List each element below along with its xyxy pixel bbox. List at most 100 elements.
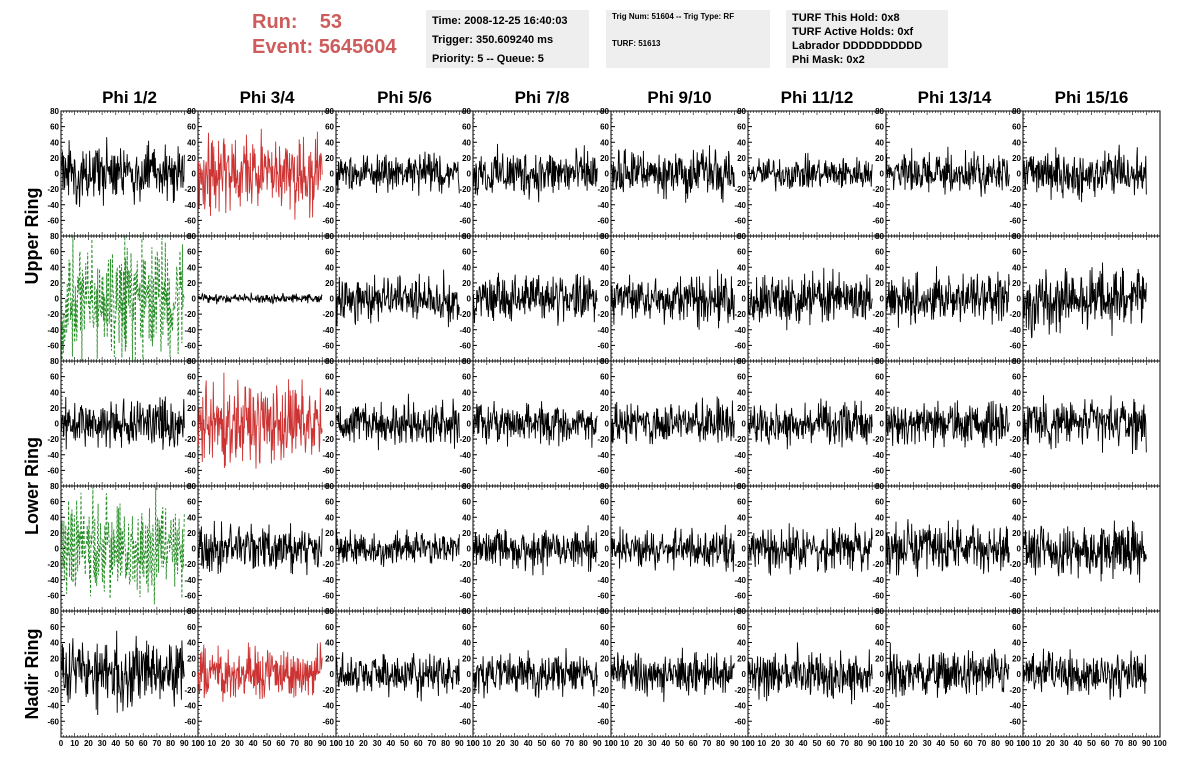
y-tick-label: 60 <box>600 248 609 257</box>
y-tick-label: 20 <box>325 404 334 413</box>
y-tick-label: 20 <box>50 654 59 663</box>
y-tick-label: 80 <box>462 232 471 241</box>
y-tick-label: -60 <box>872 216 884 225</box>
y-tick-label: 20 <box>875 529 884 538</box>
y-tick-label: -20 <box>872 560 884 569</box>
y-tick-label: 40 <box>50 138 59 147</box>
y-tick-label: -60 <box>734 216 746 225</box>
y-tick-label: -20 <box>47 185 59 194</box>
y-tick-label: -40 <box>734 576 746 585</box>
y-tick-label: 60 <box>187 248 196 257</box>
y-tick-label: 20 <box>187 279 196 288</box>
y-tick-label: -60 <box>184 216 196 225</box>
y-tick-label: 40 <box>1012 138 1021 147</box>
y-tick-label: 20 <box>187 154 196 163</box>
y-tick-label: 80 <box>1012 482 1021 491</box>
y-tick-label: -60 <box>872 591 884 600</box>
y-tick-label: 0 <box>742 545 747 554</box>
y-tick-label: 0 <box>742 420 747 429</box>
y-tick-label: -40 <box>597 576 609 585</box>
waveform-trace-normal <box>472 525 598 576</box>
y-tick-label: 40 <box>1012 388 1021 397</box>
y-tick-label: 60 <box>462 373 471 382</box>
waveform-trace-normal <box>747 522 873 576</box>
waveform-trace-normal <box>472 400 598 448</box>
phi-label-3: Phi 5/6 <box>377 88 432 107</box>
y-tick-label: 40 <box>737 138 746 147</box>
y-tick-label: -20 <box>459 185 471 194</box>
phi-label-8: Phi 15/16 <box>1055 88 1129 107</box>
y-tick-label: 40 <box>325 388 334 397</box>
y-tick-label: -40 <box>1009 201 1021 210</box>
y-tick-label: -20 <box>184 185 196 194</box>
y-tick-label: 0 <box>330 545 335 554</box>
y-tick-label: -60 <box>597 341 609 350</box>
y-tick-label: 0 <box>1017 420 1022 429</box>
waveform-trace-normal <box>610 396 735 445</box>
y-tick-label: -20 <box>322 185 334 194</box>
y-tick-label: 80 <box>1012 357 1021 366</box>
y-tick-label: 0 <box>467 545 472 554</box>
y-tick-label: -20 <box>1009 435 1021 444</box>
y-tick-label: -20 <box>47 686 59 695</box>
y-tick-label: 80 <box>50 357 59 366</box>
y-tick-label: -40 <box>734 201 746 210</box>
y-tick-label: -40 <box>872 576 884 585</box>
run-row: Run: 53 <box>252 10 397 35</box>
y-tick-label: 0 <box>880 170 885 179</box>
y-tick-label: -40 <box>1009 326 1021 335</box>
y-tick-label: -40 <box>459 326 471 335</box>
y-tick-label: 60 <box>600 373 609 382</box>
y-tick-label: 20 <box>50 154 59 163</box>
y-tick-label: 60 <box>600 498 609 507</box>
y-tick-label: 0 <box>742 170 747 179</box>
y-tick-label: 80 <box>875 482 884 491</box>
y-tick-label: -60 <box>597 591 609 600</box>
y-tick-label: 80 <box>50 482 59 491</box>
run-value: 53 <box>319 11 343 33</box>
y-tick-label: 20 <box>875 279 884 288</box>
y-tick-label: 20 <box>875 154 884 163</box>
y-tick-label: -40 <box>872 326 884 335</box>
y-tick-label: -40 <box>597 451 609 460</box>
y-tick-label: -60 <box>322 466 334 475</box>
waveform-trace-normal <box>747 267 873 331</box>
y-tick-label: -20 <box>184 560 196 569</box>
y-tick-label: 60 <box>187 498 196 507</box>
labrador-text: Labrador DDDDDDDDDD <box>792 40 923 52</box>
y-tick-label: -40 <box>872 451 884 460</box>
y-tick-label: -40 <box>322 451 334 460</box>
y-tick-label: 40 <box>600 138 609 147</box>
time-text: Time: 2008-12-25 16:40:03 <box>432 15 568 27</box>
y-tick-label: 20 <box>600 279 609 288</box>
phi-mask-text: Phi Mask: 0x2 <box>792 54 865 66</box>
y-tick-label: -20 <box>734 560 746 569</box>
y-tick-label: 0 <box>55 295 60 304</box>
y-tick-label: 20 <box>737 154 746 163</box>
y-tick-label: 60 <box>325 123 334 132</box>
y-tick-label: 20 <box>875 404 884 413</box>
y-tick-label: 40 <box>462 138 471 147</box>
y-tick-label: 20 <box>187 404 196 413</box>
y-tick-label: 0 <box>467 420 472 429</box>
y-tick-label: 80 <box>875 357 884 366</box>
y-tick-label: -20 <box>459 560 471 569</box>
y-tick-label: -40 <box>47 702 59 711</box>
turf-num-text: TURF: 51613 <box>612 39 661 48</box>
y-tick-label: 20 <box>600 404 609 413</box>
y-tick-label: 20 <box>1012 279 1021 288</box>
y-tick-label: -60 <box>872 341 884 350</box>
y-tick-label: 60 <box>325 373 334 382</box>
y-tick-label: 0 <box>55 670 60 679</box>
y-tick-label: 40 <box>875 513 884 522</box>
y-tick-label: -60 <box>1009 591 1021 600</box>
y-tick-label: 0 <box>605 545 610 554</box>
y-tick-label: 80 <box>1012 107 1021 116</box>
ring-label-2: Lower Ring <box>22 437 42 535</box>
y-tick-label: -20 <box>597 435 609 444</box>
y-tick-label: -60 <box>872 466 884 475</box>
y-tick-label: 40 <box>875 388 884 397</box>
y-tick-label: 20 <box>325 279 334 288</box>
priority-text: Priority: 5 -- Queue: 5 <box>432 53 544 65</box>
